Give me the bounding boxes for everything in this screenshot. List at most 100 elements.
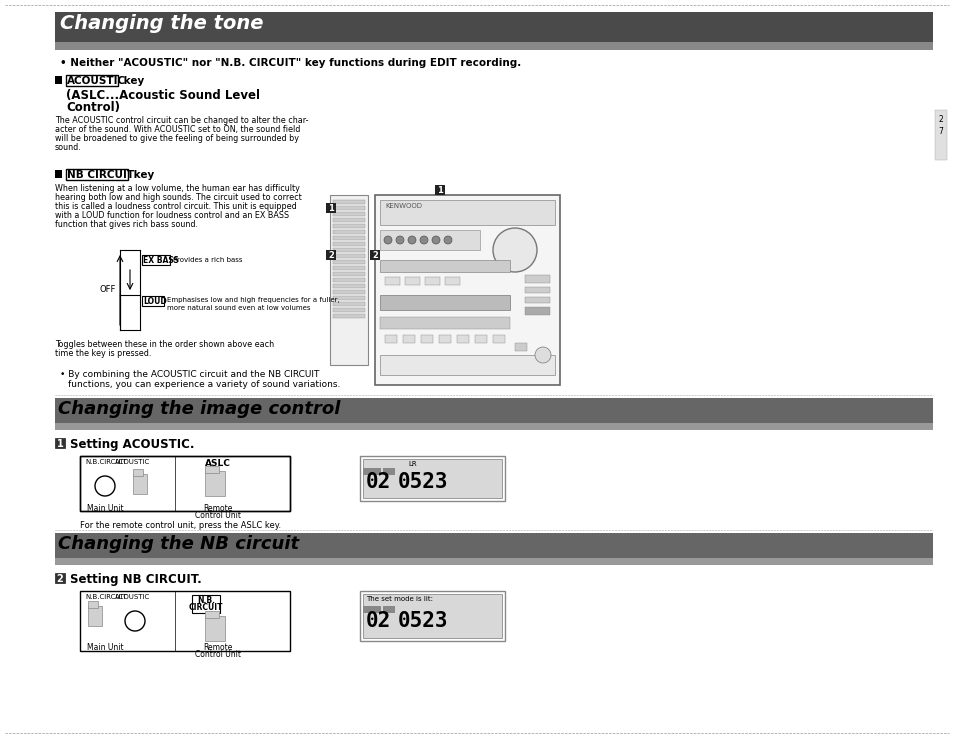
Bar <box>379 355 555 375</box>
Bar <box>438 335 451 343</box>
Text: 02: 02 <box>366 472 391 492</box>
Bar <box>55 533 932 558</box>
Text: ACOUSTIC: ACOUSTIC <box>115 594 150 600</box>
Bar <box>363 594 501 638</box>
Bar <box>333 284 365 288</box>
Text: Remote: Remote <box>203 643 233 652</box>
Text: Main Unit: Main Unit <box>87 504 123 513</box>
Text: ASLC: ASLC <box>205 459 231 468</box>
Text: Changing the tone: Changing the tone <box>60 14 263 33</box>
Bar <box>934 110 946 160</box>
Bar <box>55 558 932 565</box>
Bar <box>359 456 504 501</box>
Text: LOUD: LOUD <box>143 297 167 306</box>
Bar <box>205 471 225 496</box>
Text: LR: LR <box>408 461 416 467</box>
Bar <box>192 595 220 613</box>
Bar <box>333 308 365 312</box>
Bar <box>382 468 395 475</box>
Bar <box>333 206 365 210</box>
Bar <box>333 236 365 240</box>
Text: OFF: OFF <box>100 285 116 294</box>
Bar <box>379 230 479 250</box>
Bar <box>55 170 62 178</box>
Text: Emphasises low and high frequencies for a fuller,: Emphasises low and high frequencies for … <box>167 297 339 303</box>
Bar <box>333 230 365 234</box>
Text: 1: 1 <box>328 204 334 213</box>
Bar <box>205 611 219 618</box>
Bar <box>379 260 510 272</box>
Text: The set mode is lit:: The set mode is lit: <box>366 596 433 602</box>
Circle shape <box>535 347 551 363</box>
Bar <box>363 606 380 613</box>
Bar <box>402 335 415 343</box>
Text: When listening at a low volume, the human ear has difficulty: When listening at a low volume, the huma… <box>55 184 299 193</box>
Bar <box>333 224 365 228</box>
Bar <box>333 260 365 264</box>
Text: Provides a rich bass: Provides a rich bass <box>172 257 242 263</box>
Bar <box>80 456 290 511</box>
Bar <box>333 218 365 222</box>
Text: Setting NB CIRCUIT.: Setting NB CIRCUIT. <box>70 573 201 586</box>
Circle shape <box>395 236 403 244</box>
Text: (ASLC...Acoustic Sound Level: (ASLC...Acoustic Sound Level <box>66 89 260 102</box>
Text: N.B.CIRCUIT: N.B.CIRCUIT <box>85 594 127 600</box>
Text: KENWOOD: KENWOOD <box>385 203 421 209</box>
Bar <box>435 185 444 195</box>
Bar <box>333 200 365 204</box>
Text: Changing the NB circuit: Changing the NB circuit <box>58 535 299 553</box>
Bar <box>55 573 65 583</box>
Text: • By combining the ACOUSTIC circuit and the NB CIRCUIT: • By combining the ACOUSTIC circuit and … <box>60 370 319 379</box>
Text: The ACOUSTIC control circuit can be changed to alter the char-: The ACOUSTIC control circuit can be chan… <box>55 116 308 125</box>
Bar <box>333 248 365 252</box>
Bar <box>333 302 365 306</box>
Bar <box>405 277 419 285</box>
Bar <box>142 255 170 265</box>
Bar <box>333 272 365 276</box>
Text: Remote: Remote <box>203 504 233 513</box>
Text: 1: 1 <box>56 439 63 449</box>
Bar <box>363 468 380 475</box>
Text: ACOUSTIC: ACOUSTIC <box>67 76 126 86</box>
Bar <box>456 335 469 343</box>
Text: 7: 7 <box>938 127 943 136</box>
Bar <box>359 591 504 641</box>
Text: sound.: sound. <box>55 143 82 152</box>
Bar <box>66 75 118 86</box>
Bar <box>132 474 147 494</box>
Text: function that gives rich bass sound.: function that gives rich bass sound. <box>55 220 198 229</box>
Bar <box>326 250 335 260</box>
Text: EX BASS: EX BASS <box>143 256 178 265</box>
Circle shape <box>432 236 439 244</box>
Circle shape <box>408 236 416 244</box>
Text: functions, you can experience a variety of sound variations.: functions, you can experience a variety … <box>68 380 340 389</box>
Bar <box>524 297 550 303</box>
Bar <box>524 307 550 315</box>
Bar <box>55 42 932 50</box>
Text: 0523: 0523 <box>397 611 448 631</box>
Bar <box>370 250 379 260</box>
Text: 0523: 0523 <box>397 472 448 492</box>
Text: will be broadened to give the feeling of being surrounded by: will be broadened to give the feeling of… <box>55 134 298 143</box>
Bar <box>55 423 932 430</box>
Bar <box>333 290 365 294</box>
Text: 2: 2 <box>328 251 334 260</box>
Text: CIRCUIT: CIRCUIT <box>189 603 223 612</box>
Text: Control Unit: Control Unit <box>194 650 241 659</box>
Bar <box>424 277 439 285</box>
Text: N.B.CIRCUIT: N.B.CIRCUIT <box>85 459 127 465</box>
Bar <box>205 466 219 473</box>
Text: acter of the sound. With ACOUSTIC set to ON, the sound field: acter of the sound. With ACOUSTIC set to… <box>55 125 300 134</box>
Bar <box>88 606 102 626</box>
Bar <box>333 242 365 246</box>
Circle shape <box>419 236 428 244</box>
Bar <box>363 459 501 498</box>
Text: key: key <box>130 170 154 180</box>
Text: 2: 2 <box>938 115 943 124</box>
Bar <box>88 601 98 608</box>
Bar <box>333 212 365 216</box>
Bar <box>382 606 395 613</box>
Bar <box>385 277 399 285</box>
Text: 2: 2 <box>56 574 63 584</box>
Bar <box>80 591 290 651</box>
